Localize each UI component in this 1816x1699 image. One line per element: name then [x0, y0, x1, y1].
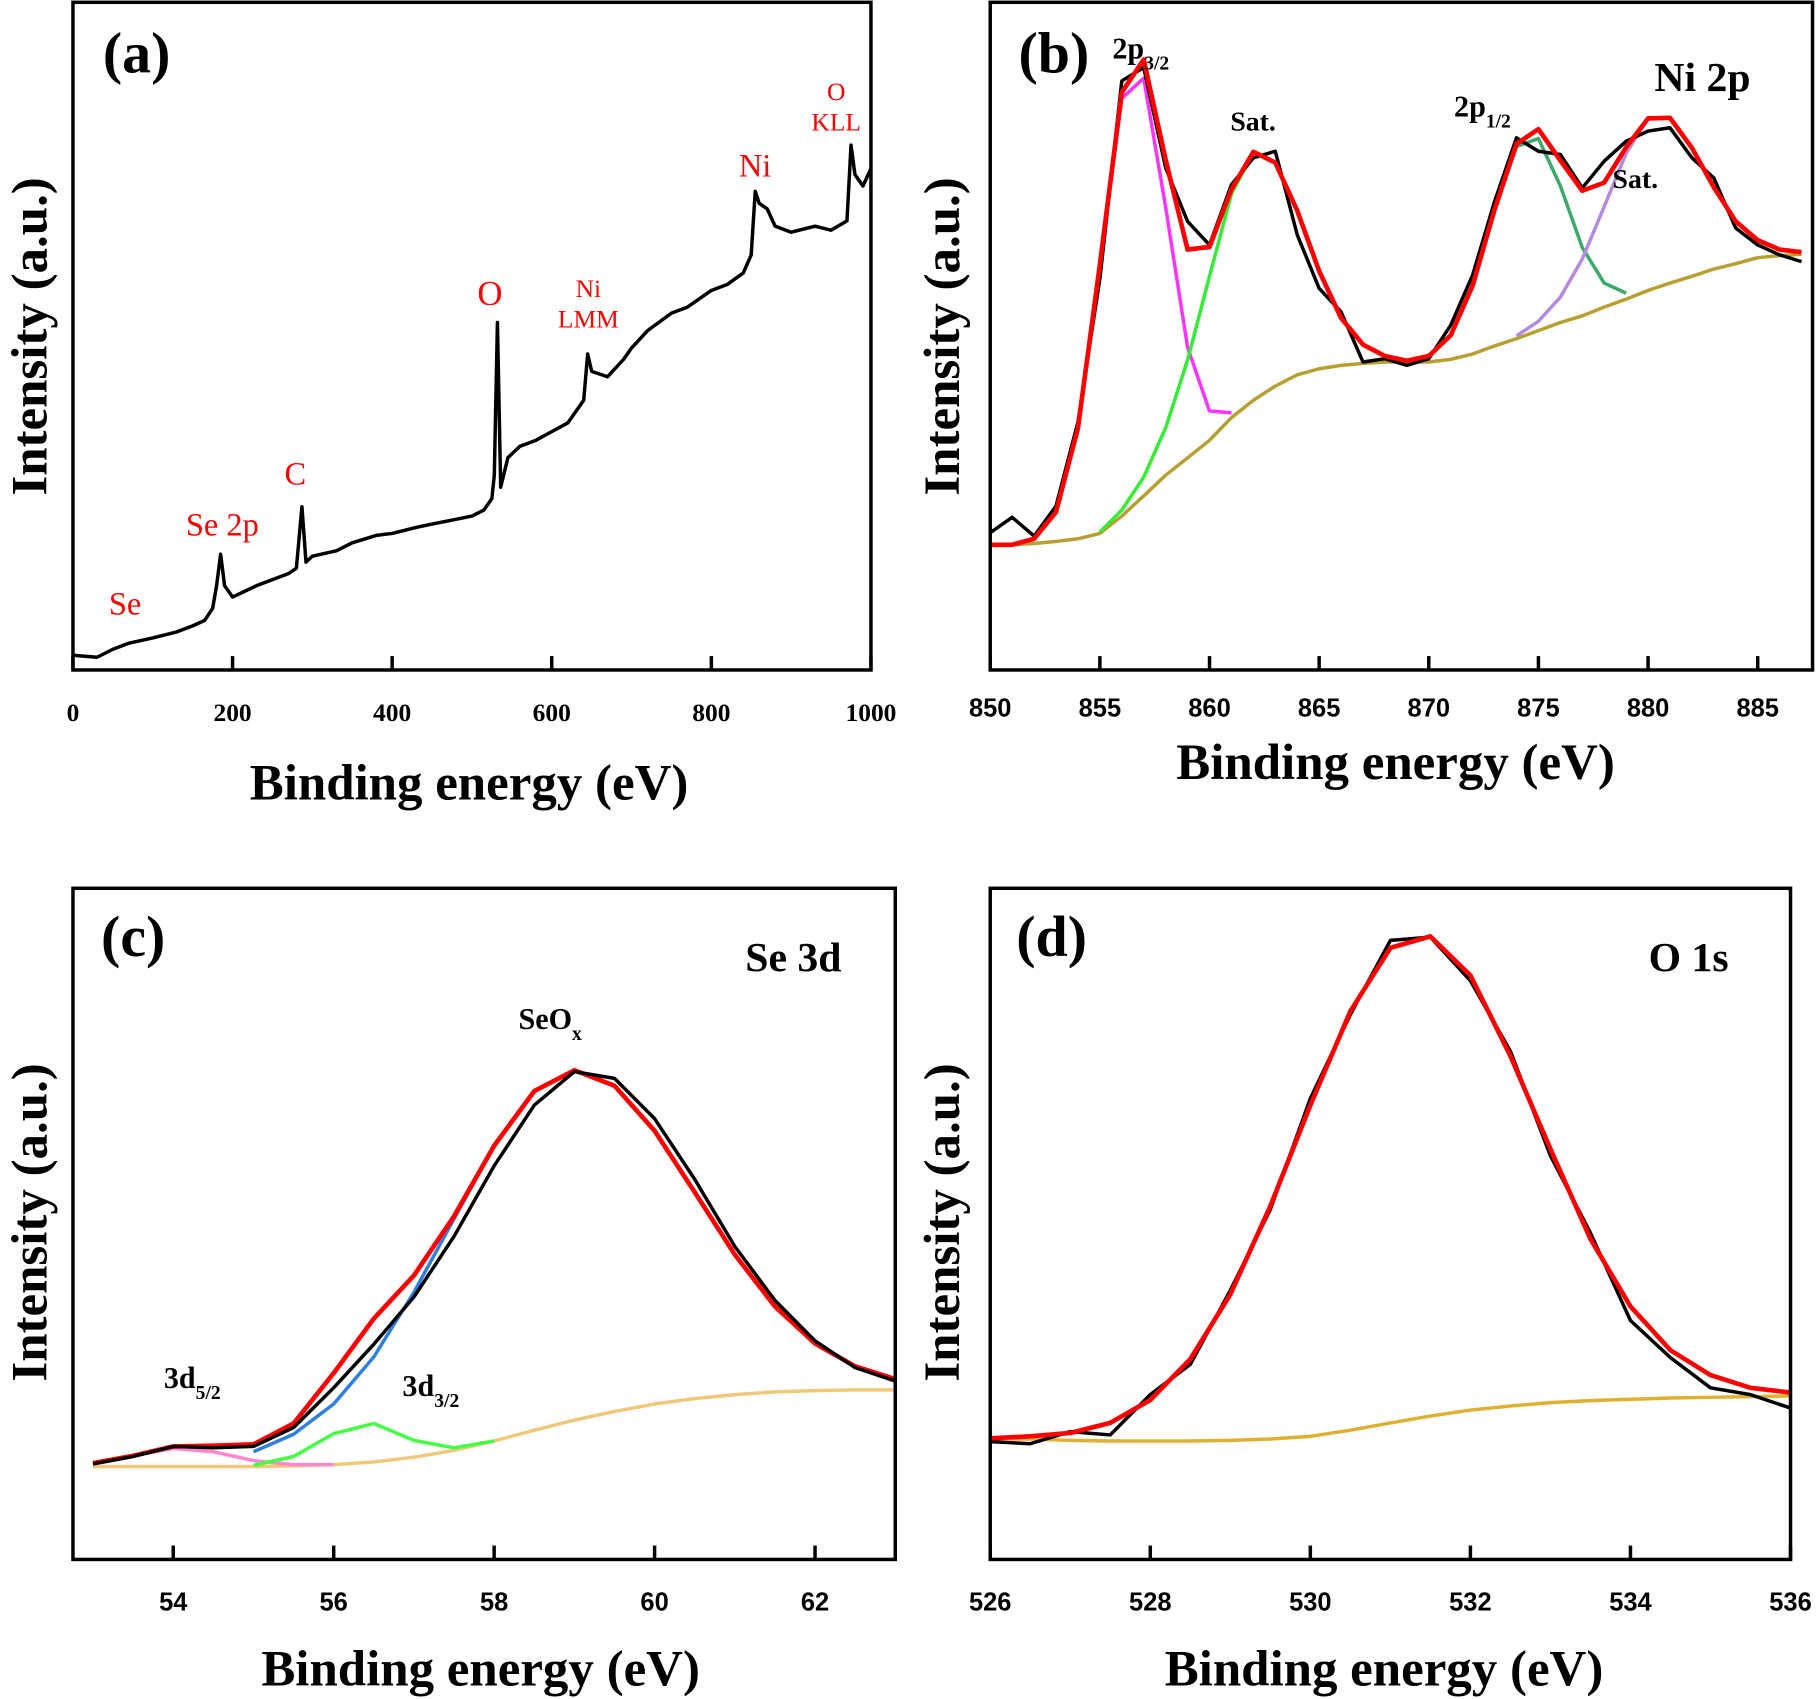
panel-title: Se 3d	[745, 935, 841, 981]
annotation-text: Ni	[739, 149, 771, 185]
annotation-text: 2p	[1112, 31, 1144, 65]
annotation-subscript: 3/2	[434, 1391, 459, 1412]
spectrum-line	[72, 143, 873, 659]
x-tick-label: 532	[1449, 1588, 1492, 1616]
annotation: C	[285, 457, 307, 493]
x-tick-label: 600	[533, 698, 571, 727]
x-tick-label: 200	[213, 698, 251, 727]
annotation: Sat.	[1613, 164, 1659, 195]
spectrum-line	[990, 1394, 1791, 1443]
x-tick-label: 880	[1627, 694, 1670, 722]
plot-frame	[71, 886, 897, 1562]
x-tick-label: 526	[969, 1588, 1012, 1616]
annotation-line2: LMM	[558, 305, 619, 334]
annotation-subscript: x	[572, 1024, 582, 1045]
spectrum-line	[253, 1421, 495, 1467]
x-axis-label: Binding energy (eV)	[1165, 1642, 1604, 1698]
spectrum-line	[92, 1069, 896, 1466]
x-tick-label: 1000	[845, 698, 896, 727]
y-axis-label: Intensity (a.u.)	[2, 1063, 58, 1381]
spectrum-line	[990, 935, 1792, 1446]
annotation-text: Sat.	[1613, 164, 1659, 195]
x-tick-label: 0	[67, 698, 80, 727]
x-tick-label: 536	[1769, 1588, 1812, 1616]
annotation: SeOx	[518, 1002, 582, 1045]
annotation-text: Ni	[576, 274, 601, 303]
panel-label: (c)	[101, 904, 165, 969]
annotation: Ni	[576, 274, 601, 303]
panel-label: (a)	[103, 20, 171, 85]
panel-label: (b)	[1019, 20, 1090, 85]
annotation: O	[827, 77, 845, 106]
annotation: Ni	[739, 149, 771, 185]
spectrum-line	[252, 1068, 896, 1454]
x-tick-label: 400	[373, 698, 411, 727]
spectrum-line	[990, 252, 1802, 547]
x-tick-label: 885	[1736, 694, 1779, 722]
x-tick-label: 528	[1129, 1588, 1172, 1616]
annotation: 3d3/2	[402, 1369, 459, 1412]
panel-label: (d)	[1016, 904, 1087, 969]
annotation-text: Sat.	[1230, 106, 1276, 137]
annotation-text: 3d	[402, 1369, 434, 1403]
annotation-subscript: 5/2	[196, 1383, 221, 1404]
annotation-text: C	[285, 457, 307, 493]
x-tick-label: 534	[1609, 1588, 1652, 1616]
x-tick-label: 58	[480, 1588, 508, 1616]
x-tick-label: 62	[801, 1588, 829, 1616]
annotation-text: Se	[109, 586, 141, 622]
x-tick-label: 54	[159, 1588, 188, 1616]
x-tick-label: 850	[969, 694, 1012, 722]
x-tick-label: 865	[1298, 694, 1341, 722]
annotation: 3d5/2	[164, 1361, 221, 1404]
x-tick-label: 60	[640, 1588, 668, 1616]
x-tick-label: 855	[1079, 694, 1122, 722]
annotation-text: Se 2p	[186, 508, 259, 544]
x-tick-label: 860	[1188, 694, 1231, 722]
x-tick-label: 870	[1408, 694, 1451, 722]
x-axis-label: Binding energy (eV)	[250, 756, 689, 812]
annotation-text: 3d	[164, 1361, 196, 1395]
plot-frame	[988, 886, 1793, 1562]
y-axis-label: Intensity (a.u.)	[915, 177, 971, 495]
spectrum-line	[990, 57, 1802, 548]
annotation-subscript: 3/2	[1144, 53, 1169, 74]
annotation-text: 2p	[1454, 89, 1486, 123]
annotation: Se	[109, 586, 141, 622]
annotation: Sat.	[1230, 106, 1276, 137]
annotation-text: O	[827, 77, 845, 106]
y-axis-label: Intensity (a.u.)	[2, 177, 58, 495]
plot-frame	[988, 0, 1815, 672]
annotation: O	[477, 274, 502, 313]
plot-frame	[71, 0, 873, 672]
x-tick-label: 530	[1289, 1588, 1332, 1616]
annotation-text: O	[477, 274, 502, 313]
panel-title: O 1s	[1649, 935, 1729, 981]
annotation-subscript: 1/2	[1486, 111, 1511, 132]
annotation-text: SeO	[518, 1002, 572, 1036]
annotation-line2: KLL	[811, 108, 861, 137]
spectrum-line	[990, 934, 1791, 1441]
spectrum-line	[1515, 116, 1802, 338]
y-axis-label: Intensity (a.u.)	[915, 1063, 971, 1381]
annotation: Se 2p	[186, 508, 259, 544]
x-tick-label: 800	[692, 698, 730, 727]
x-axis-label: Binding energy (eV)	[1176, 735, 1615, 791]
panel-title: Ni 2p	[1654, 55, 1750, 101]
annotation: 2p1/2	[1454, 89, 1511, 131]
x-tick-label: 875	[1517, 694, 1560, 722]
spectrum-line	[92, 1067, 896, 1466]
annotation: 2p3/2	[1112, 31, 1169, 74]
x-axis-label: Binding energy (eV)	[261, 1642, 700, 1698]
x-tick-label: 56	[320, 1588, 348, 1616]
spectrum-line	[989, 65, 1803, 538]
